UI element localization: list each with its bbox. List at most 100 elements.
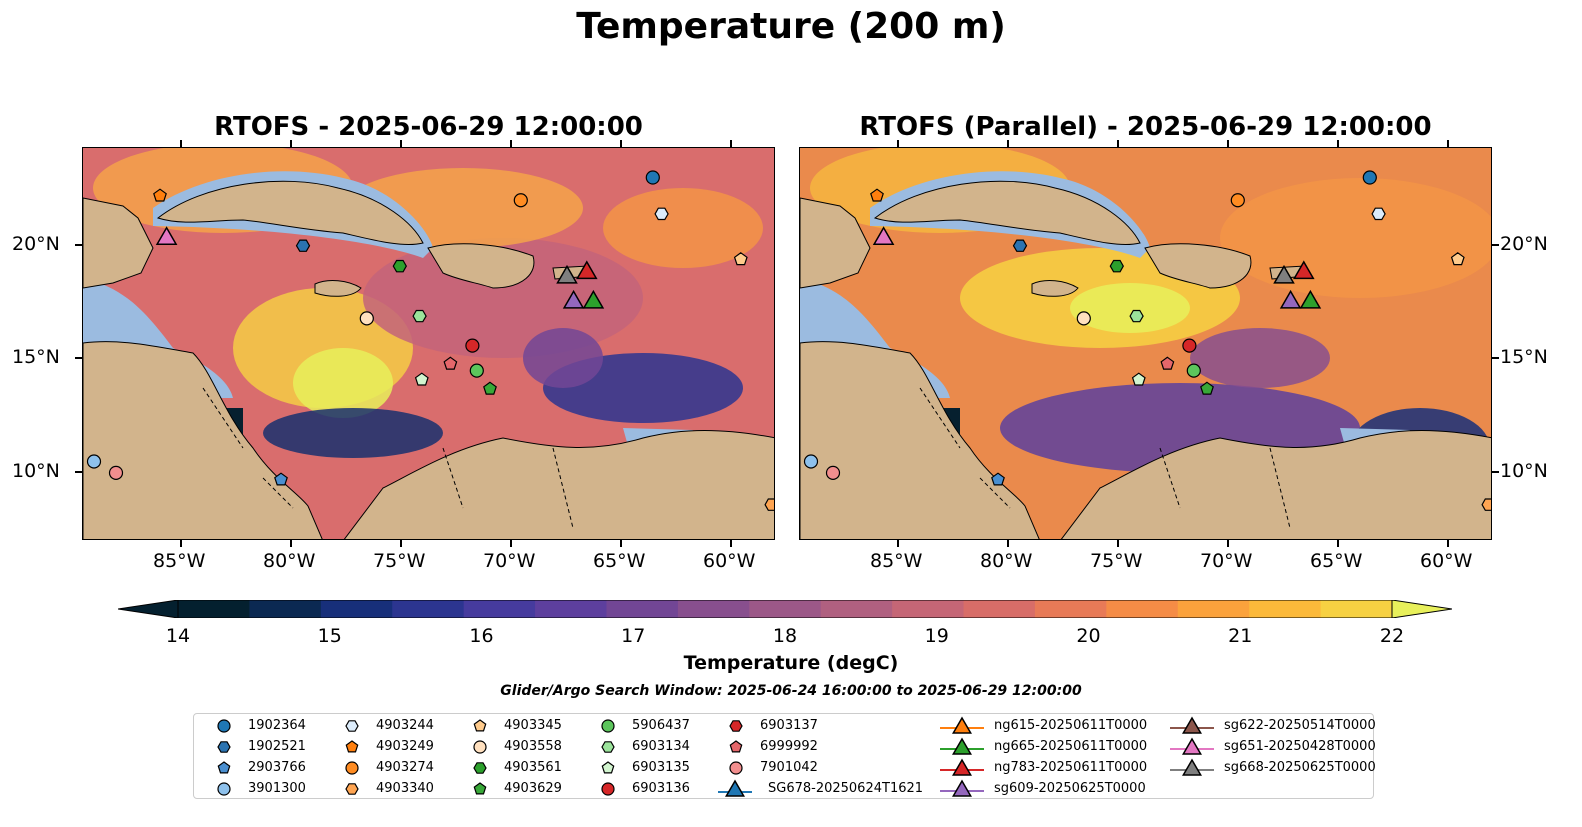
argo-float-marker[interactable]	[1362, 170, 1377, 185]
glider-marker[interactable]	[562, 289, 585, 309]
legend-label: ng783-20250611T0000	[994, 760, 1148, 775]
right-map-panel	[799, 147, 1492, 540]
colorbar-bin	[535, 600, 607, 618]
legend-marker-icon	[729, 740, 743, 753]
argo-float-marker[interactable]	[645, 170, 660, 185]
argo-float-marker[interactable]	[1182, 338, 1197, 353]
argo-float-marker[interactable]	[86, 454, 102, 469]
lon-tick-mark	[1447, 140, 1449, 147]
argo-float-marker[interactable]	[1371, 207, 1386, 221]
lon-tick-mark	[400, 540, 402, 547]
argo-float-marker[interactable]	[1450, 252, 1465, 266]
argo-float-marker[interactable]	[414, 372, 429, 386]
legend-marker-icon	[217, 741, 231, 753]
glider-marker[interactable]	[556, 264, 578, 284]
argo-float-marker[interactable]	[1131, 372, 1146, 386]
argo-float-marker[interactable]	[654, 207, 669, 221]
lon-tick-mark	[180, 140, 182, 147]
argo-float-marker[interactable]	[991, 472, 1005, 486]
argo-float-marker[interactable]	[1186, 363, 1201, 378]
argo-float-marker[interactable]	[870, 188, 884, 202]
glider-marker[interactable]	[1273, 264, 1295, 284]
legend-label: 4903274	[376, 760, 434, 775]
argo-float-marker[interactable]	[825, 465, 841, 480]
lat-tick-label: 15°N	[1500, 346, 1548, 369]
legend-marker-icon	[217, 761, 231, 774]
glider-marker[interactable]	[872, 226, 895, 246]
argo-float-marker[interactable]	[483, 381, 497, 395]
colorbar-bin	[249, 600, 322, 618]
glider-marker[interactable]	[576, 260, 598, 280]
legend-label: 4903561	[504, 760, 562, 775]
legend-marker-icon	[601, 761, 615, 774]
argo-float-marker[interactable]	[392, 259, 407, 273]
colorbar-tick-label: 20	[1076, 625, 1101, 647]
colorbar-tick-label: 15	[317, 625, 342, 647]
argo-float-marker[interactable]	[412, 309, 427, 323]
lon-tick-mark	[1337, 540, 1339, 547]
legend: 1902364 1902521 2903766 3901300 4903244 49032…	[193, 713, 1376, 799]
argo-float-marker[interactable]	[1129, 309, 1144, 323]
argo-float-marker[interactable]	[733, 252, 748, 266]
argo-float-marker[interactable]	[443, 356, 458, 370]
colorbar-tick-label: 14	[165, 625, 191, 647]
legend-glider-icon	[940, 779, 984, 797]
colorbar-tick-label: 18	[772, 625, 798, 647]
glider-marker[interactable]	[1299, 289, 1322, 309]
colorbar-bin	[677, 600, 750, 618]
legend-label: 4903244	[376, 718, 434, 733]
lon-tick-label: 85°W	[870, 550, 923, 572]
lon-tick-label: 70°W	[1200, 550, 1253, 572]
glider-marker[interactable]	[1279, 289, 1302, 309]
lat-tick-label: 10°N	[1500, 459, 1548, 482]
argo-float-marker[interactable]	[469, 363, 484, 378]
argo-float-marker[interactable]	[274, 472, 288, 486]
argo-float-marker[interactable]	[295, 239, 311, 252]
argo-float-marker[interactable]	[1109, 259, 1124, 273]
legend-marker-icon	[473, 740, 487, 754]
glider-marker[interactable]	[155, 226, 178, 246]
lon-tick-mark	[290, 140, 292, 147]
map-canvas	[800, 148, 1492, 539]
legend-marker-icon	[601, 782, 615, 796]
legend-glider-icon	[940, 737, 984, 755]
argo-float-marker[interactable]	[513, 193, 528, 208]
argo-float-marker[interactable]	[764, 498, 775, 511]
lat-tick-label: 10°N	[12, 459, 60, 482]
lon-tick-mark	[180, 540, 182, 547]
lon-tick-label: 60°W	[703, 550, 756, 572]
colorbar-extend-high	[1391, 599, 1453, 619]
legend-marker-icon	[345, 720, 359, 732]
lat-tick-label: 15°N	[12, 346, 60, 369]
legend-marker-icon	[473, 762, 487, 774]
right-panel-title: RTOFS (Parallel) - 2025-06-29 12:00:00	[859, 112, 1432, 142]
legend-label: 4903345	[504, 718, 562, 733]
lat-tick-mark	[75, 357, 82, 360]
legend-label: sg622-20250514T0000	[1224, 718, 1376, 733]
argo-float-marker[interactable]	[359, 311, 374, 326]
argo-float-marker[interactable]	[1076, 311, 1091, 326]
argo-float-marker[interactable]	[1481, 498, 1492, 511]
lat-tick-mark	[1492, 357, 1499, 360]
colorbar-tick-label: 22	[1379, 625, 1405, 647]
legend-glider-icon	[1170, 716, 1214, 734]
argo-float-marker[interactable]	[153, 188, 167, 202]
colorbar-bin	[892, 600, 965, 618]
argo-float-marker[interactable]	[465, 338, 480, 353]
legend-label: 4903629	[504, 781, 562, 796]
glider-marker[interactable]	[582, 289, 605, 309]
argo-float-marker[interactable]	[803, 454, 819, 469]
glider-marker[interactable]	[1293, 260, 1315, 280]
argo-float-marker[interactable]	[1200, 381, 1214, 395]
legend-label: 4903340	[376, 781, 434, 796]
lon-tick-mark	[1117, 540, 1119, 547]
left-map-panel	[82, 147, 775, 540]
argo-float-marker[interactable]	[108, 465, 124, 480]
lat-tick-mark	[1492, 470, 1499, 473]
left-panel-title: RTOFS - 2025-06-29 12:00:00	[214, 112, 643, 142]
argo-float-marker[interactable]	[1160, 356, 1175, 370]
argo-float-marker[interactable]	[1012, 239, 1028, 252]
legend-glider-icon	[940, 758, 984, 776]
legend-marker-icon	[601, 741, 615, 753]
argo-float-marker[interactable]	[1230, 193, 1245, 208]
